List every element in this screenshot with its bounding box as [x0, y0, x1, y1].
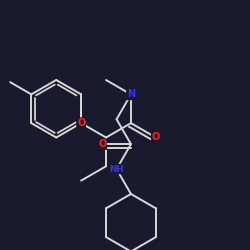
Text: NH: NH — [109, 164, 124, 173]
Text: O: O — [98, 139, 106, 149]
Text: N: N — [127, 90, 135, 100]
Text: O: O — [77, 118, 85, 128]
Text: O: O — [152, 132, 160, 142]
